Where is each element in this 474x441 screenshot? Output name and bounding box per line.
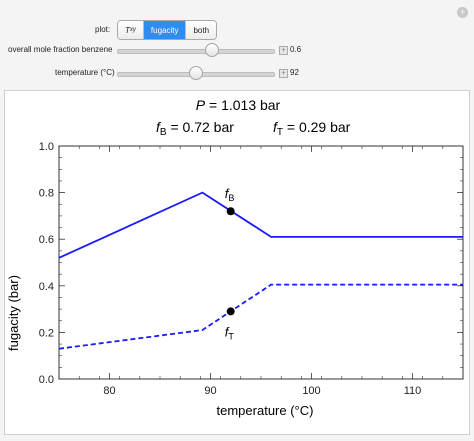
y-tick-label: 0.4 [39, 281, 54, 293]
pressure-text: P = 1.013 bar [196, 97, 281, 113]
ft-subscript: T [277, 127, 283, 138]
ft-value: = 0.29 bar [283, 119, 351, 135]
mole-fraction-thumb[interactable] [204, 43, 219, 57]
state-point-b [226, 207, 235, 216]
point-label-t: fT [225, 324, 235, 341]
temperature-value: 92 [290, 68, 299, 77]
reset-icon[interactable]: + [457, 7, 468, 18]
output-panel: P = 1.013 bar fB = 0.72 bar fT = 0.29 ba… [4, 90, 470, 435]
point-label-b: fB [225, 186, 235, 203]
x-axis-title: temperature (°C) [217, 403, 314, 418]
fb-value: = 0.72 bar [167, 119, 235, 135]
point-label-symbol: f [225, 186, 230, 201]
fb-symbol: f [156, 119, 162, 135]
mole-fraction-track [117, 49, 275, 54]
temperature-thumb[interactable] [189, 66, 203, 80]
ft-symbol: f [273, 119, 279, 135]
point-label-subscript: B [228, 193, 234, 203]
point-label-subscript: T [228, 331, 234, 341]
ft-text: fT = 0.29 bar [273, 119, 351, 138]
fb-text: fB = 0.72 bar [156, 119, 234, 138]
x-tick-label: 110 [404, 385, 422, 397]
x-tick-label: 100 [302, 385, 320, 397]
x-tick-label: 90 [204, 385, 216, 397]
y-tick-label: 0.8 [39, 188, 54, 200]
state-point-t [226, 307, 235, 316]
x-tick-label: 80 [103, 385, 115, 397]
pressure-value: = 1.013 bar [205, 97, 280, 113]
mole-fraction-expand-icon[interactable]: + [279, 46, 288, 55]
plot-option-txy-sub: xy [129, 27, 136, 33]
plot-option-fugacity[interactable]: fugacity [143, 21, 187, 39]
fugacity-chart: P = 1.013 bar fB = 0.72 bar fT = 0.29 ba… [6, 97, 464, 418]
plot-label: plot: [95, 25, 111, 34]
plot-option-txy-label: T [125, 25, 130, 35]
y-tick-label: 0.6 [39, 234, 54, 246]
series-line-fb [58, 191, 463, 259]
mole-fraction-slider[interactable] [117, 43, 275, 57]
y-tick-label: 0.2 [39, 327, 54, 339]
temperature-label: temperature (°C) [55, 68, 115, 77]
series-line-ft [58, 283, 463, 350]
y-axis-title: fugacity (bar) [6, 275, 21, 351]
mole-fraction-label: overall mole fraction benzene [8, 45, 113, 54]
y-tick-label: 1.0 [39, 141, 54, 153]
mole-fraction-value: 0.6 [290, 45, 302, 54]
temperature-expand-icon[interactable]: + [279, 69, 288, 78]
y-tick-label: 0.0 [39, 374, 54, 386]
plot-option-both[interactable]: both [186, 21, 217, 39]
point-label-symbol: f [225, 324, 230, 339]
pressure-symbol: P [196, 97, 206, 113]
plot-frame [58, 145, 464, 380]
fb-subscript: B [160, 127, 167, 138]
temperature-slider[interactable] [117, 66, 275, 80]
